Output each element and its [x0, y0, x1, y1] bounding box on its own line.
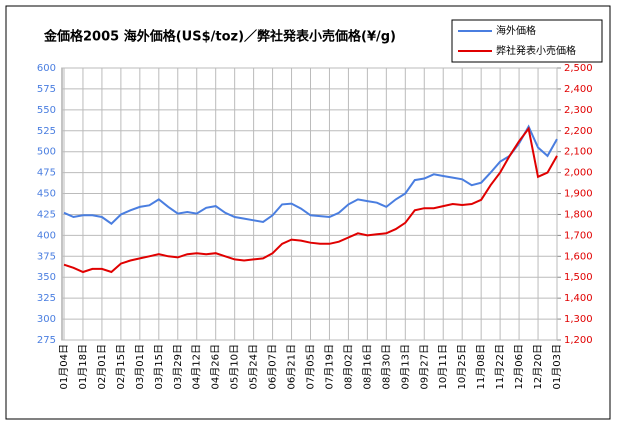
y2-tick-label: 1,400 [564, 293, 593, 304]
y-tick-label: 400 [37, 230, 56, 241]
y2-tick-label: 2,500 [564, 63, 593, 74]
y-tick-label: 450 [37, 189, 56, 200]
y-tick-label: 600 [37, 63, 56, 74]
y2-tick-label: 2,300 [564, 105, 593, 116]
x-tick-label: 11月22日 [494, 344, 506, 389]
y-tick-label: 425 [37, 209, 56, 220]
x-tick-label: 09月27日 [418, 344, 430, 389]
y2-tick-label: 2,400 [564, 84, 593, 95]
legend-box [451, 19, 603, 63]
x-tick-label: 08月02日 [342, 344, 354, 389]
x-tick-label: 04月12日 [191, 344, 203, 389]
x-tick-label: 04月26日 [210, 344, 222, 389]
legend-label: 海外価格 [496, 24, 536, 37]
x-tick-label: 10月11日 [437, 344, 449, 389]
x-tick-label: 06月21日 [286, 344, 298, 389]
x-tick-label: 12月06日 [513, 344, 525, 389]
x-tick-label: 12月20日 [532, 344, 544, 389]
x-tick-label: 07月19日 [323, 344, 335, 389]
x-tick-label: 05月10日 [229, 344, 241, 389]
x-tick-label: 03月15日 [153, 344, 165, 389]
x-tick-label: 01月04日 [58, 344, 70, 389]
series-line [63, 124, 558, 225]
legend-label: 弊社発表小売価格 [496, 44, 576, 57]
chart-title: 金価格2005 海外価格(US$/toz)／弊社発表小売価格(¥/g) [43, 29, 396, 45]
x-tick-label: 10月25日 [456, 344, 468, 389]
y-tick-label: 375 [37, 251, 56, 262]
y-tick-label: 500 [37, 147, 56, 158]
y-tick-label: 300 [37, 314, 56, 325]
y2-tick-label: 2,200 [564, 126, 593, 137]
y2-tick-label: 1,200 [564, 335, 593, 346]
x-tick-label: 11月08日 [475, 344, 487, 389]
plot-area [61, 67, 558, 341]
y2-tick-label: 1,300 [564, 314, 593, 325]
y-tick-label: 325 [37, 293, 56, 304]
x-tick-label: 05月24日 [248, 344, 260, 389]
x-tick-label: 02月01日 [96, 344, 108, 389]
y-tick-label: 275 [37, 335, 56, 346]
y-tick-label: 350 [37, 272, 56, 283]
x-tick-label: 03月29日 [172, 344, 184, 389]
y-tick-label: 475 [37, 168, 56, 179]
x-tick-label: 02月15日 [115, 344, 127, 389]
y2-tick-label: 1,500 [564, 272, 593, 283]
y2-tick-label: 1,700 [564, 230, 593, 241]
x-tick-label: 06月07日 [267, 344, 279, 389]
y-tick-label: 525 [37, 126, 56, 137]
x-tick-label: 01月03日 [551, 344, 563, 389]
x-tick-label: 09月13日 [399, 344, 411, 389]
y2-tick-label: 1,900 [564, 189, 593, 200]
y2-tick-label: 1,600 [564, 251, 593, 262]
x-tick-label: 07月05日 [305, 344, 317, 389]
y2-tick-label: 2,100 [564, 147, 593, 158]
x-tick-label: 08月16日 [361, 344, 373, 389]
x-tick-label: 03月01日 [134, 344, 146, 389]
y2-tick-label: 1,800 [564, 209, 593, 220]
series-line [63, 126, 558, 274]
x-tick-label: 08月30日 [380, 344, 392, 389]
x-tick-label: 01月18日 [77, 344, 89, 389]
y-tick-label: 550 [37, 105, 56, 116]
y-tick-label: 575 [37, 84, 56, 95]
y2-tick-label: 2,000 [564, 168, 593, 179]
